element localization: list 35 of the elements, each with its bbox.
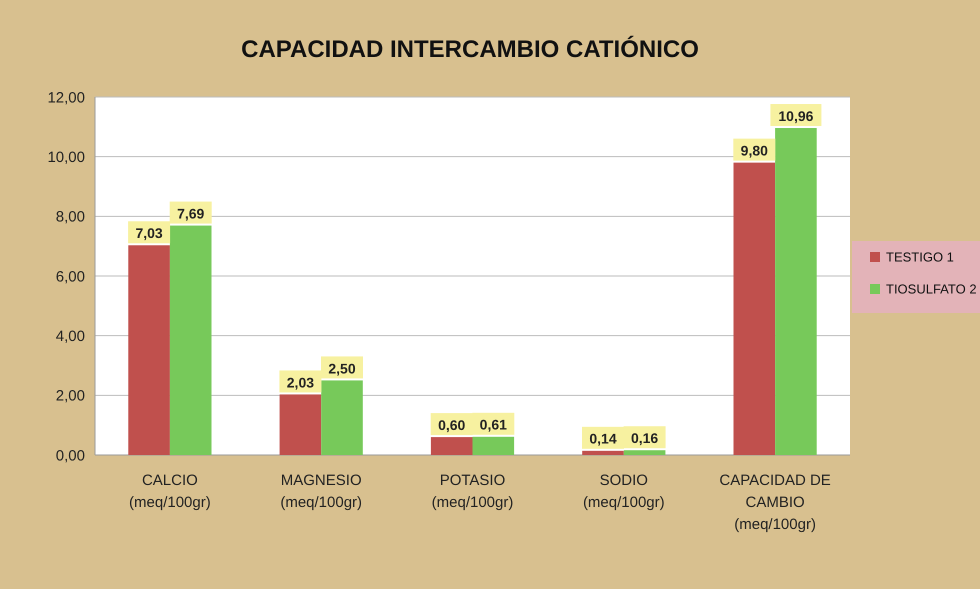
x-tick-label: POTASIO (meq/100gr) [432,472,514,511]
data-label: 0,60 [438,417,466,433]
data-label: 0,16 [630,430,658,446]
bar [280,394,322,455]
y-tick-label: 12,00 [47,89,85,106]
data-label: 0,61 [480,416,508,433]
legend-label: TESTIGO 1 [886,250,954,265]
bar [472,436,514,455]
y-tick-label: 8,00 [56,208,85,226]
y-tick-label: 0,00 [56,447,85,464]
y-tick-label: 4,00 [56,328,85,345]
data-label: 10,96 [778,108,814,124]
data-label: 7,69 [177,205,205,222]
data-label: 2,50 [328,360,356,376]
y-tick-label: 2,00 [56,388,85,405]
y-tick-label: 10,00 [47,148,85,166]
bar [170,226,212,455]
legend-label: TIOSULFATO 2 [886,282,977,297]
data-label: 9,80 [740,142,768,159]
data-label: 7,03 [135,225,163,242]
x-tick-label: MAGNESIO (meq/100gr) [280,472,362,511]
chart-title: CAPACIDAD INTERCAMBIO CATIÓNICO [241,35,699,63]
x-tick-label: CALCIO (meq/100gr) [129,472,211,511]
bar [775,128,817,455]
y-tick-label: 6,00 [56,268,85,286]
data-label: 2,03 [286,374,314,390]
data-label: 0,14 [589,430,617,447]
bar [430,437,472,455]
bar [733,162,776,455]
x-tick-label: SODIO (meq/100gr) [582,472,665,511]
bar [128,245,170,455]
x-tick-label: CAPACIDAD DE CAMBIO (meq/100gr) [719,472,831,533]
bar [624,450,666,455]
bar [582,450,624,455]
bar [321,380,363,455]
